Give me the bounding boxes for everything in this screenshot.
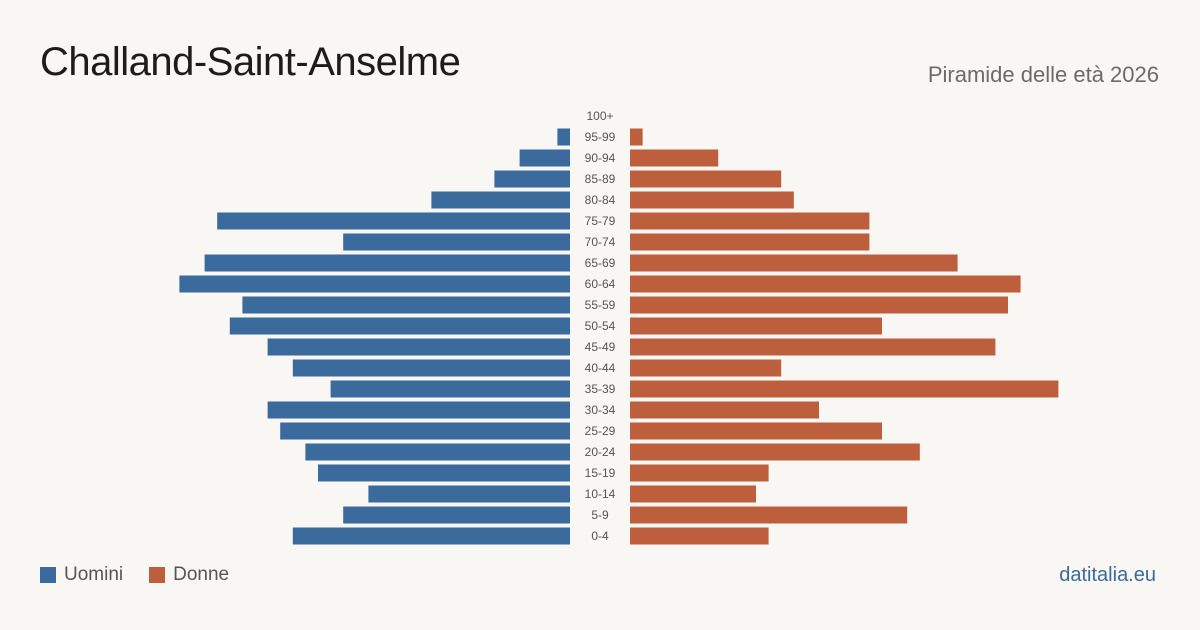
bar-men-0-4 bbox=[292, 527, 570, 545]
legend: Uomini Donne bbox=[40, 564, 255, 586]
age-label-50-54: 50-54 bbox=[585, 319, 616, 333]
age-label-20-24: 20-24 bbox=[585, 445, 616, 459]
bar-men-40-44 bbox=[292, 359, 570, 377]
age-label-60-64: 60-64 bbox=[585, 277, 616, 291]
age-label-70-74: 70-74 bbox=[585, 235, 616, 249]
bar-men-70-74 bbox=[343, 233, 570, 251]
bar-women-35-39 bbox=[630, 380, 1059, 398]
chart-subtitle: Piramide delle età 2026 bbox=[927, 62, 1159, 87]
bar-men-15-19 bbox=[318, 464, 570, 482]
age-label-75-79: 75-79 bbox=[585, 214, 616, 228]
bar-men-45-49 bbox=[267, 338, 570, 356]
legend-item-women: Donne bbox=[149, 564, 229, 586]
age-label-65-69: 65-69 bbox=[585, 256, 616, 270]
age-label-80-84: 80-84 bbox=[585, 193, 616, 207]
bar-women-15-19 bbox=[630, 464, 769, 482]
bar-women-80-84 bbox=[630, 191, 794, 209]
bar-men-80-84 bbox=[431, 191, 570, 209]
bar-men-65-69 bbox=[204, 254, 570, 272]
bar-men-25-29 bbox=[280, 422, 570, 440]
bar-men-95-99 bbox=[557, 128, 570, 146]
age-label-0-4: 0-4 bbox=[591, 529, 609, 543]
age-label-40-44: 40-44 bbox=[585, 361, 616, 375]
bar-men-5-9 bbox=[343, 506, 570, 524]
bar-women-25-29 bbox=[630, 422, 882, 440]
age-label-55-59: 55-59 bbox=[585, 298, 616, 312]
age-label-30-34: 30-34 bbox=[585, 403, 616, 417]
age-label-15-19: 15-19 bbox=[585, 466, 616, 480]
bar-women-30-34 bbox=[630, 401, 819, 419]
legend-swatch-women bbox=[149, 567, 166, 583]
bar-women-10-14 bbox=[630, 485, 756, 503]
bar-women-65-69 bbox=[630, 254, 958, 272]
bar-men-75-79 bbox=[217, 212, 570, 230]
age-label-95-99: 95-99 bbox=[585, 130, 616, 144]
bar-women-60-64 bbox=[630, 275, 1021, 293]
bar-women-75-79 bbox=[630, 212, 870, 230]
legend-label-men: Uomini bbox=[64, 564, 124, 585]
age-label-25-29: 25-29 bbox=[585, 424, 616, 438]
bar-women-40-44 bbox=[630, 359, 782, 377]
age-label-90-94: 90-94 bbox=[585, 151, 616, 165]
bar-women-50-54 bbox=[630, 317, 882, 335]
bar-men-55-59 bbox=[242, 296, 570, 314]
bar-men-20-24 bbox=[305, 443, 570, 461]
source-link[interactable]: datitalia.eu bbox=[1059, 564, 1156, 586]
bar-men-60-64 bbox=[179, 275, 570, 293]
age-label-45-49: 45-49 bbox=[585, 340, 616, 354]
chart-title: Challand-Saint-Anselme bbox=[40, 40, 461, 84]
bar-men-10-14 bbox=[368, 485, 570, 503]
legend-item-men: Uomini bbox=[40, 564, 123, 586]
bar-women-20-24 bbox=[630, 443, 920, 461]
age-label-35-39: 35-39 bbox=[585, 382, 616, 396]
bar-men-50-54 bbox=[229, 317, 571, 335]
age-label-100+: 100+ bbox=[586, 109, 613, 123]
bar-women-0-4 bbox=[630, 527, 769, 545]
legend-swatch-men bbox=[40, 567, 56, 583]
bar-women-95-99 bbox=[630, 128, 643, 146]
bar-women-90-94 bbox=[630, 149, 719, 167]
bar-women-45-49 bbox=[630, 338, 996, 356]
age-label-10-14: 10-14 bbox=[585, 487, 616, 501]
bar-women-5-9 bbox=[630, 506, 908, 524]
bar-women-55-59 bbox=[630, 296, 1008, 314]
bar-women-85-89 bbox=[630, 170, 782, 188]
legend-label-women: Donne bbox=[173, 564, 230, 585]
age-label-5-9: 5-9 bbox=[591, 508, 609, 522]
bar-men-30-34 bbox=[267, 401, 570, 419]
bar-women-70-74 bbox=[630, 233, 870, 251]
bar-men-90-94 bbox=[519, 149, 570, 167]
bar-men-35-39 bbox=[330, 380, 570, 398]
bar-men-85-89 bbox=[494, 170, 570, 188]
age-label-85-89: 85-89 bbox=[585, 172, 616, 186]
